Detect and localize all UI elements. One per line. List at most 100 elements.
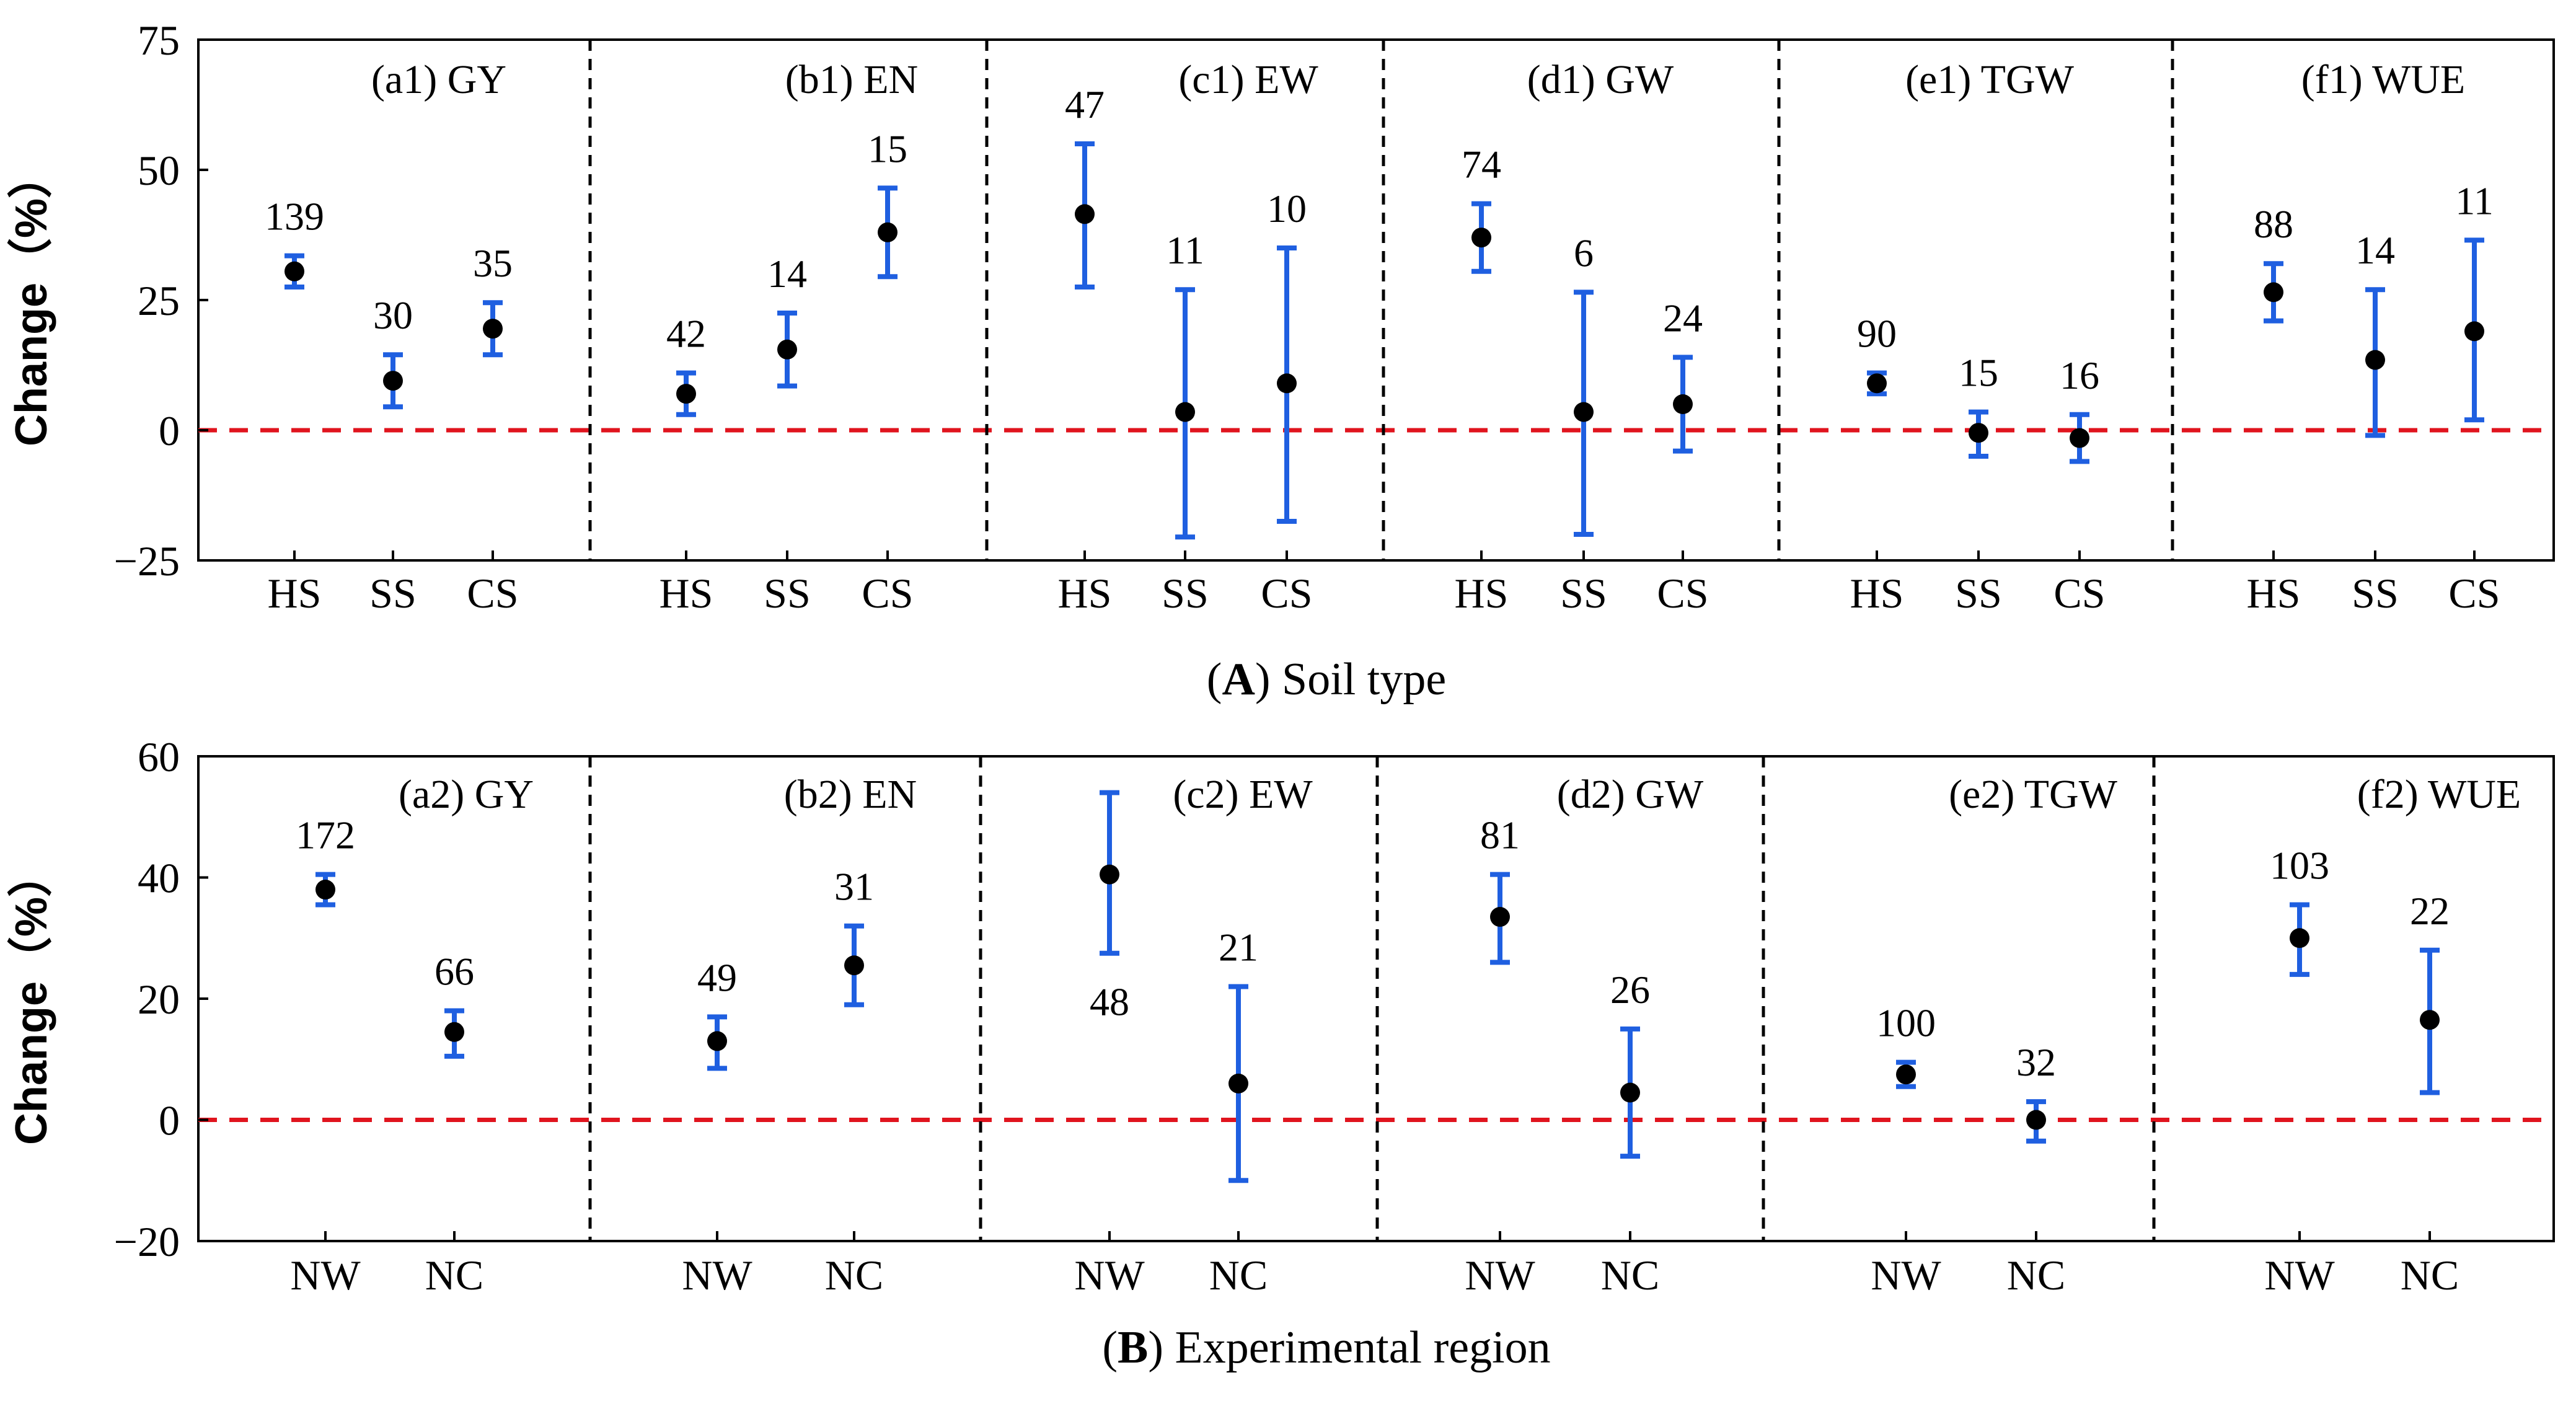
mean-point (1896, 1064, 1916, 1085)
y-tick-label: 25 (138, 277, 180, 324)
panel-label: (f2) WUE (2357, 772, 2521, 817)
sample-size-label: 66 (434, 950, 474, 994)
y-axis-label: Change（%） (7, 154, 56, 446)
y-tick-label: 50 (138, 147, 180, 194)
category-label: NW (682, 1252, 752, 1299)
mean-point (315, 880, 335, 900)
panel-4: (d1) GW 74 HS 6 SS 24 CS (1455, 57, 1709, 617)
panel-5: (e2) TGW 100 NW 32 NC (1871, 772, 2117, 1299)
sample-size-label: 6 (1574, 231, 1594, 275)
caption-prefix: ( (1207, 654, 1222, 705)
category-label: NC (1209, 1252, 1268, 1299)
panel-label: (e1) TGW (1905, 57, 2075, 102)
mean-point (1673, 394, 1693, 414)
panel-label: (c2) EW (1173, 772, 1313, 817)
mean-point (676, 384, 696, 404)
sample-size-label: 139 (265, 195, 324, 239)
sample-size-label: 48 (1090, 980, 1129, 1024)
sample-size-label: 11 (2455, 179, 2494, 223)
panel-2: (b1) EN 42 HS 14 SS 15 CS (659, 57, 919, 617)
mean-point (1490, 907, 1510, 927)
mean-point (444, 1022, 464, 1042)
category-label: HS (1455, 570, 1509, 617)
sample-size-label: 47 (1065, 82, 1105, 126)
mean-point (707, 1031, 727, 1051)
mean-point (1471, 228, 1491, 248)
category-label: CS (2053, 570, 2105, 617)
y-tick-label: 20 (138, 976, 180, 1023)
category-label: SS (2352, 570, 2399, 617)
category-label: NC (1601, 1252, 1659, 1299)
mean-point (844, 955, 864, 976)
mean-point (285, 261, 304, 281)
y-tick-label: −25 (114, 537, 180, 585)
panel-2: (b2) EN 49 NW 31 NC (682, 772, 917, 1299)
sample-size-label: 26 (1610, 968, 1650, 1012)
panel-label: (b2) EN (784, 772, 917, 817)
sample-size-label: 88 (2254, 202, 2293, 246)
sample-size-label: 22 (2410, 889, 2450, 933)
category-label: NC (2401, 1252, 2459, 1299)
mean-point (2026, 1110, 2046, 1130)
panel-label: (b1) EN (785, 57, 918, 102)
sample-size-label: 81 (1480, 813, 1520, 857)
category-label: NC (425, 1252, 483, 1299)
y-tick-label: 40 (138, 855, 180, 902)
y-axis-label: Change（%） (7, 852, 56, 1145)
sample-size-label: 15 (1959, 351, 1998, 395)
sample-size-label: 10 (1267, 187, 1307, 231)
category-label: SS (1955, 570, 2002, 617)
mean-point (1228, 1073, 1248, 1094)
category-label: HS (2247, 570, 2301, 617)
panel-label: (a1) GY (371, 57, 506, 102)
category-label: CS (467, 570, 518, 617)
category-label: NW (1465, 1252, 1535, 1299)
mean-point (1075, 204, 1095, 224)
panel-label: (f1) WUE (2301, 57, 2466, 102)
category-label: NC (2007, 1252, 2065, 1299)
mean-point (1100, 864, 1119, 885)
sample-size-label: 100 (1876, 1001, 1936, 1045)
category-label: HS (268, 570, 322, 617)
category-label: NC (825, 1252, 883, 1299)
sample-size-label: 21 (1219, 925, 1258, 969)
caption-letter: B (1118, 1322, 1148, 1373)
sample-size-label: 172 (296, 813, 355, 857)
chart-caption: (A) Soil type (1207, 654, 1446, 705)
category-label: SS (1560, 570, 1607, 617)
sample-size-label: 15 (868, 126, 907, 170)
panel-3: (c1) EW 47 HS 11 SS 10 CS (1058, 57, 1319, 617)
mean-point (2420, 1010, 2440, 1030)
sample-size-label: 24 (1663, 296, 1703, 340)
mean-point (2365, 350, 2385, 370)
category-label: CS (1657, 570, 1708, 617)
caption-text: ) Experimental region (1148, 1322, 1550, 1373)
mean-point (777, 339, 797, 360)
chart-caption: (B) Experimental region (1102, 1322, 1550, 1373)
category-label: NW (1871, 1252, 1941, 1299)
category-label: HS (659, 570, 713, 617)
panel-1: (a1) GY 139 HS 30 SS 35 CS (265, 57, 519, 617)
panel-4: (d2) GW 81 NW 26 NC (1465, 772, 1704, 1299)
mean-point (2290, 928, 2309, 948)
mean-point (1277, 373, 1297, 394)
mean-point (2264, 282, 2283, 303)
category-label: SS (1162, 570, 1209, 617)
mean-point (1969, 423, 1988, 443)
panel-label: (d2) GW (1557, 772, 1704, 817)
mean-point (2070, 428, 2089, 448)
mean-point (2464, 321, 2484, 342)
category-label: CS (862, 570, 913, 617)
caption-prefix: ( (1102, 1322, 1118, 1373)
panel-3: (c2) EW 48 NW 21 NC (1074, 772, 1313, 1299)
sample-size-label: 90 (1857, 312, 1897, 356)
mean-point (383, 371, 403, 391)
caption-letter: A (1222, 654, 1255, 705)
category-label: CS (2448, 570, 2500, 617)
panel-label: (d1) GW (1527, 57, 1674, 102)
sample-size-label: 16 (2060, 353, 2099, 397)
category-label: NW (290, 1252, 361, 1299)
mean-point (1620, 1082, 1640, 1103)
sample-size-label: 35 (473, 241, 513, 285)
